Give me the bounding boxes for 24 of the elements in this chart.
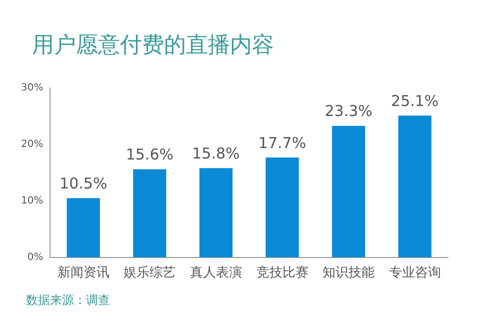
bar [266, 157, 299, 258]
bar [332, 126, 366, 258]
x-tick-label: 知识技能 [322, 266, 375, 281]
x-tick-label: 专业咨询 [388, 266, 441, 281]
data-label: 25.1% [391, 92, 439, 110]
y-tick-label: 10% [20, 196, 44, 207]
bar [398, 116, 432, 258]
bar [133, 169, 166, 258]
data-label: 15.6% [126, 146, 174, 164]
x-tick-label: 新闻资讯 [57, 266, 110, 281]
x-tick-label: 娱乐综艺 [124, 266, 176, 281]
y-tick-label: 20% [20, 139, 44, 150]
y-tick-label: 30% [20, 82, 44, 94]
x-tick-label: 竞技比赛 [256, 264, 308, 281]
x-tick-label: 真人表演 [190, 266, 242, 281]
data-label: 17.7% [258, 134, 306, 152]
y-tick-label: 0% [27, 252, 44, 263]
chart-title: 用户愿意付费的直播内容 [31, 32, 275, 60]
data-label: 23.3% [324, 102, 372, 120]
source-note: 数据来源：调查 [25, 292, 111, 309]
bar [66, 198, 100, 258]
data-label: 10.5% [60, 174, 108, 192]
data-label: 15.8% [192, 144, 240, 163]
bar [199, 168, 233, 258]
